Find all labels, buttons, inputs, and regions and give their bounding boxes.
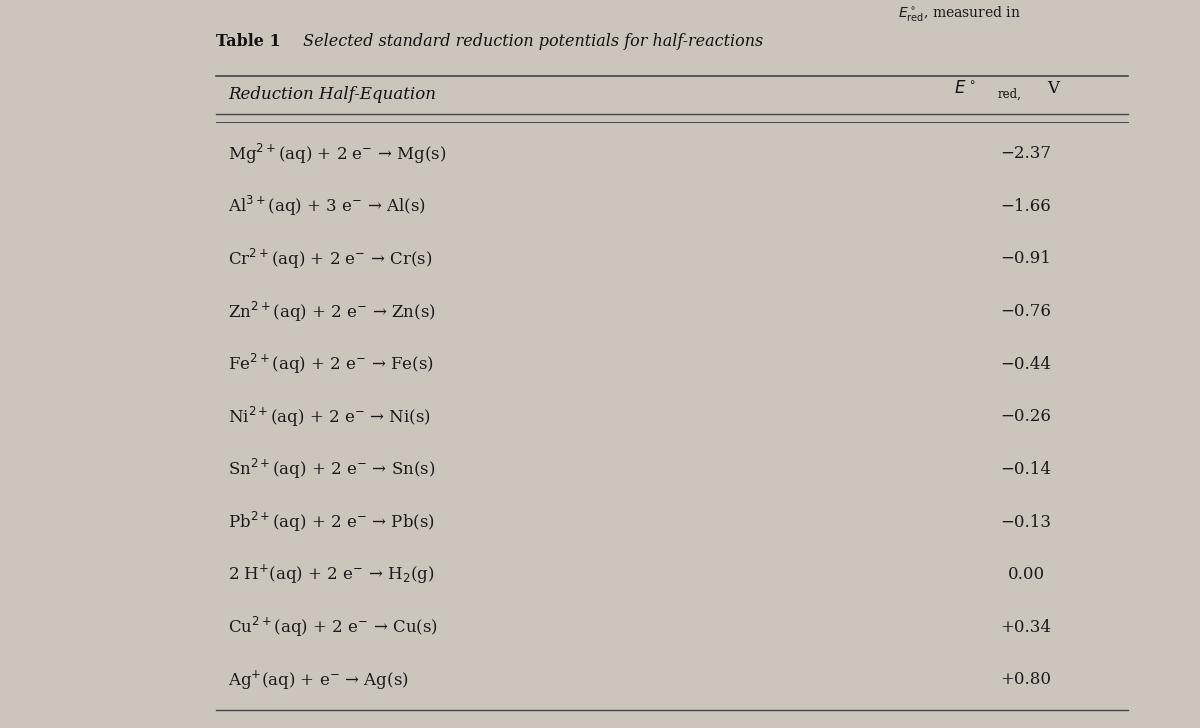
Text: Pb$^{2+}$(aq) + 2 e$^{-}$ → Pb(s): Pb$^{2+}$(aq) + 2 e$^{-}$ → Pb(s): [228, 510, 434, 534]
Text: −0.26: −0.26: [1001, 408, 1051, 425]
Text: Ni$^{2+}$(aq) + 2 e$^{-}$ → Ni(s): Ni$^{2+}$(aq) + 2 e$^{-}$ → Ni(s): [228, 405, 431, 429]
Text: 2 H$^{+}$(aq) + 2 e$^{-}$ → H$_2$(g): 2 H$^{+}$(aq) + 2 e$^{-}$ → H$_2$(g): [228, 563, 434, 586]
Text: Mg$^{2+}$(aq) + 2 e$^{-}$ → Mg(s): Mg$^{2+}$(aq) + 2 e$^{-}$ → Mg(s): [228, 142, 446, 166]
Text: −1.66: −1.66: [1001, 198, 1051, 215]
Text: −0.14: −0.14: [1001, 461, 1051, 478]
Text: +0.80: +0.80: [1001, 671, 1051, 689]
Text: Cr$^{2+}$(aq) + 2 e$^{-}$ → Cr(s): Cr$^{2+}$(aq) + 2 e$^{-}$ → Cr(s): [228, 247, 432, 271]
Text: Zn$^{2+}$(aq) + 2 e$^{-}$ → Zn(s): Zn$^{2+}$(aq) + 2 e$^{-}$ → Zn(s): [228, 299, 436, 324]
Text: −0.44: −0.44: [1001, 356, 1051, 373]
Text: $E^\circ_{\mathrm{red}}$, measured in: $E^\circ_{\mathrm{red}}$, measured in: [899, 4, 1021, 23]
Text: −2.37: −2.37: [1001, 145, 1051, 162]
Text: red,: red,: [997, 87, 1021, 100]
Text: Al$^{3+}$(aq) + 3 e$^{-}$ → Al(s): Al$^{3+}$(aq) + 3 e$^{-}$ → Al(s): [228, 194, 426, 218]
Text: Fe$^{2+}$(aq) + 2 e$^{-}$ → Fe(s): Fe$^{2+}$(aq) + 2 e$^{-}$ → Fe(s): [228, 352, 434, 376]
Text: Ag$^{+}$(aq) + e$^{-}$ → Ag(s): Ag$^{+}$(aq) + e$^{-}$ → Ag(s): [228, 668, 409, 692]
Text: −0.91: −0.91: [1001, 250, 1051, 267]
Text: −0.13: −0.13: [1001, 513, 1051, 531]
Text: V: V: [1048, 80, 1060, 98]
Text: 0.00: 0.00: [1008, 566, 1044, 583]
Text: Sn$^{2+}$(aq) + 2 e$^{-}$ → Sn(s): Sn$^{2+}$(aq) + 2 e$^{-}$ → Sn(s): [228, 457, 436, 481]
Text: Reduction Half-Equation: Reduction Half-Equation: [228, 86, 436, 103]
Text: Table 1: Table 1: [216, 33, 281, 50]
Text: +0.34: +0.34: [1001, 619, 1051, 636]
Text: −0.76: −0.76: [1001, 303, 1051, 320]
Text: Cu$^{2+}$(aq) + 2 e$^{-}$ → Cu(s): Cu$^{2+}$(aq) + 2 e$^{-}$ → Cu(s): [228, 615, 438, 639]
Text: $E^\circ$: $E^\circ$: [954, 80, 976, 98]
Text: Selected standard reduction potentials for half-reactions: Selected standard reduction potentials f…: [298, 33, 763, 50]
